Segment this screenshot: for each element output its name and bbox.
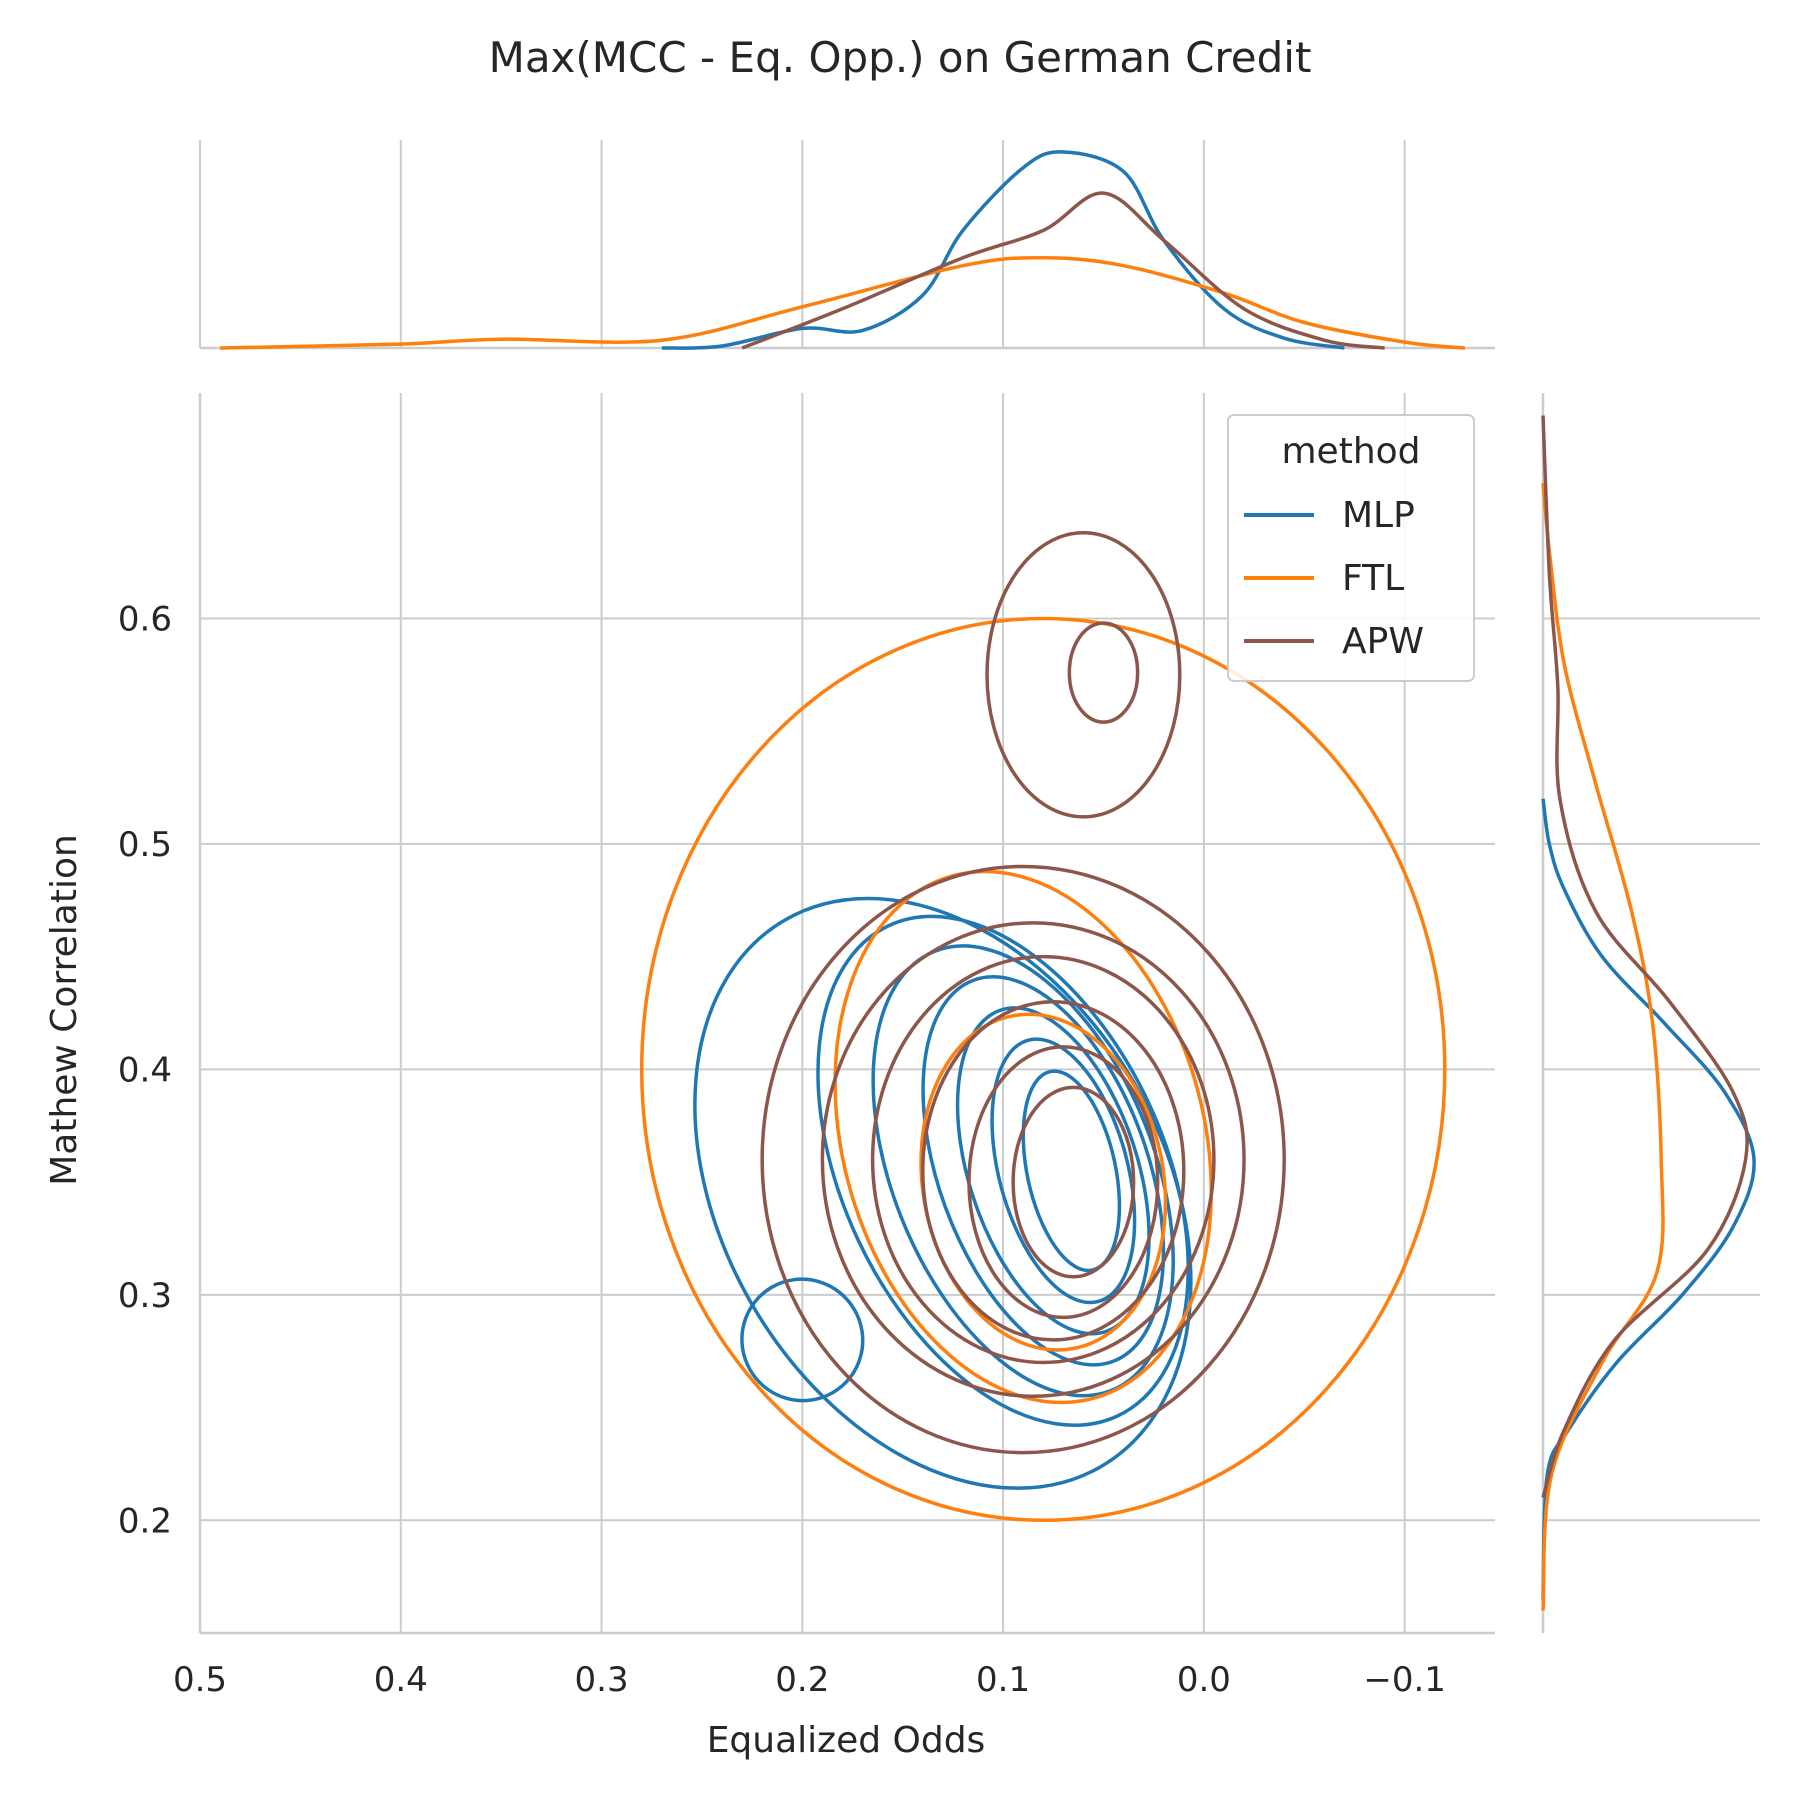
x-tick-label: 0.2 [775, 1660, 829, 1700]
y-tick-label: 0.5 [118, 825, 172, 865]
apw-kde-contour [1011, 1085, 1136, 1279]
y-tick-label: 0.2 [118, 1501, 172, 1541]
mlp-marginal-x-density [661, 150, 1345, 350]
mlp-kde-contour [955, 1006, 1151, 1336]
y-tick-label: 0.6 [118, 599, 172, 639]
apw-marginal-y-density [1541, 415, 1749, 1499]
apw-kde-contour [985, 531, 1182, 819]
legend-label-mlp: MLP [1342, 495, 1415, 536]
ftl-marginal-y-density [1541, 483, 1665, 1611]
x-axis-label: Equalized Odds [707, 1720, 986, 1761]
x-tick-label: 0.3 [575, 1660, 629, 1700]
main-contour-plot: 0.5 0.4 0.3 0.2 0.1 0.0 −0.1 0.2 0.3 0.4 0.5 0.6 [118, 393, 1495, 1700]
apw-kde-contour [820, 921, 1246, 1399]
ftl-marginal-x-density [220, 256, 1466, 350]
y-tick-label: 0.3 [118, 1276, 172, 1316]
x-tick-label: 0.1 [976, 1660, 1030, 1700]
chart-title: Max(MCC - Eq. Opp.) on German Credit [489, 33, 1312, 82]
x-tick-label: −0.1 [1363, 1660, 1446, 1700]
apw-kde-contour [967, 1045, 1160, 1320]
apw-marginal-x-density [741, 191, 1385, 350]
mlp-kde-contour [816, 914, 1190, 1427]
top-marginal-plot [199, 140, 1495, 350]
legend-label-apw: APW [1342, 621, 1424, 662]
mlp-marginal-y-density [1541, 798, 1756, 1600]
x-tick-label: 0.4 [374, 1660, 428, 1700]
x-tick-label: 0.0 [1177, 1660, 1231, 1700]
legend: method MLP FTL APW [1227, 414, 1475, 682]
legend-title: method [1281, 431, 1420, 472]
legend-label-ftl: FTL [1342, 558, 1404, 599]
apw-kde-contour [1067, 621, 1140, 724]
mlp-kde-contour [693, 896, 1193, 1490]
apw-kde-contour [760, 864, 1286, 1455]
y-tick-label: 0.4 [118, 1050, 172, 1090]
right-marginal-plot [1541, 393, 1760, 1633]
mlp-kde-contour [990, 1037, 1137, 1305]
mlp-kde-contour [921, 975, 1166, 1367]
mlp-kde-contour [740, 1277, 865, 1403]
ftl-kde-contour [639, 616, 1447, 1523]
legend-box [1227, 414, 1475, 682]
apw-kde-contour [921, 999, 1186, 1342]
x-tick-label: 0.5 [173, 1660, 227, 1700]
apw-kde-contour [870, 954, 1216, 1365]
y-axis-label: Mathew Correlation [44, 834, 85, 1186]
